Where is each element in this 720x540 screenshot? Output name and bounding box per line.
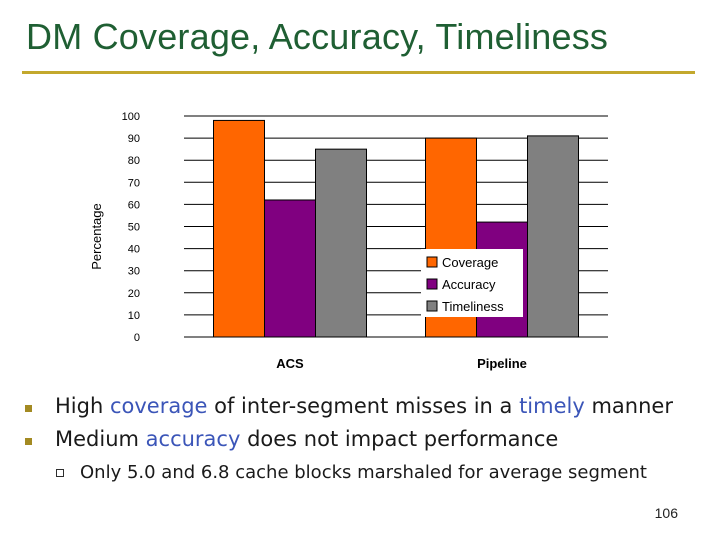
bar-chart: 0 10 20 30 40 50 60 70 80 90 100 Percentage ACS Pipel…: [89, 111, 608, 371]
bullet-text-segment: does not impact performance: [240, 427, 559, 451]
y-tick-label: 70: [128, 177, 140, 189]
bar-accuracy-acs: [264, 199, 316, 338]
bullet-highlight-accuracy: accuracy: [145, 427, 241, 451]
bullet-item: Medium accuracy does not impact performa…: [25, 427, 559, 451]
bar-timeliness-pipeline: [527, 135, 579, 338]
sub-bullet-text: Only 5.0 and 6.8 cache blocks marshaled …: [80, 462, 647, 483]
y-tick-label: 30: [128, 266, 140, 278]
page-number: 106: [654, 505, 678, 521]
y-tick-label: 80: [128, 155, 140, 167]
y-tick-label: 60: [128, 199, 140, 211]
sub-bullet-item: Only 5.0 and 6.8 cache blocks marshaled …: [56, 462, 647, 483]
slide-title: DM Coverage, Accuracy, Timeliness: [26, 16, 609, 57]
y-tick-label: 100: [122, 111, 140, 123]
y-axis-label: Percentage: [89, 203, 104, 270]
square-bullet-icon: [25, 438, 32, 445]
legend-box: [421, 249, 523, 317]
y-tick-label: 90: [128, 133, 140, 145]
bullet-highlight-timely: timely: [519, 394, 585, 418]
bullet-highlight-coverage: coverage: [109, 394, 208, 418]
y-tick-label: 10: [128, 310, 140, 322]
legend-label: Timeliness: [442, 299, 504, 314]
y-tick-label: 50: [128, 222, 140, 234]
bullet-text-segment: Medium: [55, 427, 146, 451]
bullet-text-segment: of inter-segment misses in a: [207, 394, 520, 418]
legend-swatch: [426, 300, 438, 312]
bullet-text-segment: High: [55, 394, 110, 418]
hollow-square-bullet-icon: [56, 469, 64, 477]
bar-coverage-acs: [213, 119, 265, 338]
y-tick-label: 20: [128, 288, 140, 300]
square-bullet-icon: [25, 405, 32, 412]
legend-label: Accuracy: [442, 277, 496, 292]
legend-label: Coverage: [442, 255, 498, 270]
y-tick-label: 0: [134, 332, 140, 344]
bullet-text-segment: manner: [584, 394, 673, 418]
bullet-item: High coverage of inter-segment misses in…: [25, 394, 673, 418]
x-tick-label: Pipeline: [477, 356, 527, 371]
bar-timeliness-acs: [315, 148, 367, 338]
x-tick-label: ACS: [276, 356, 304, 371]
y-tick-label: 40: [128, 244, 140, 256]
legend-swatch: [426, 278, 438, 290]
title-divider: [22, 71, 695, 74]
legend-swatch: [426, 256, 438, 268]
